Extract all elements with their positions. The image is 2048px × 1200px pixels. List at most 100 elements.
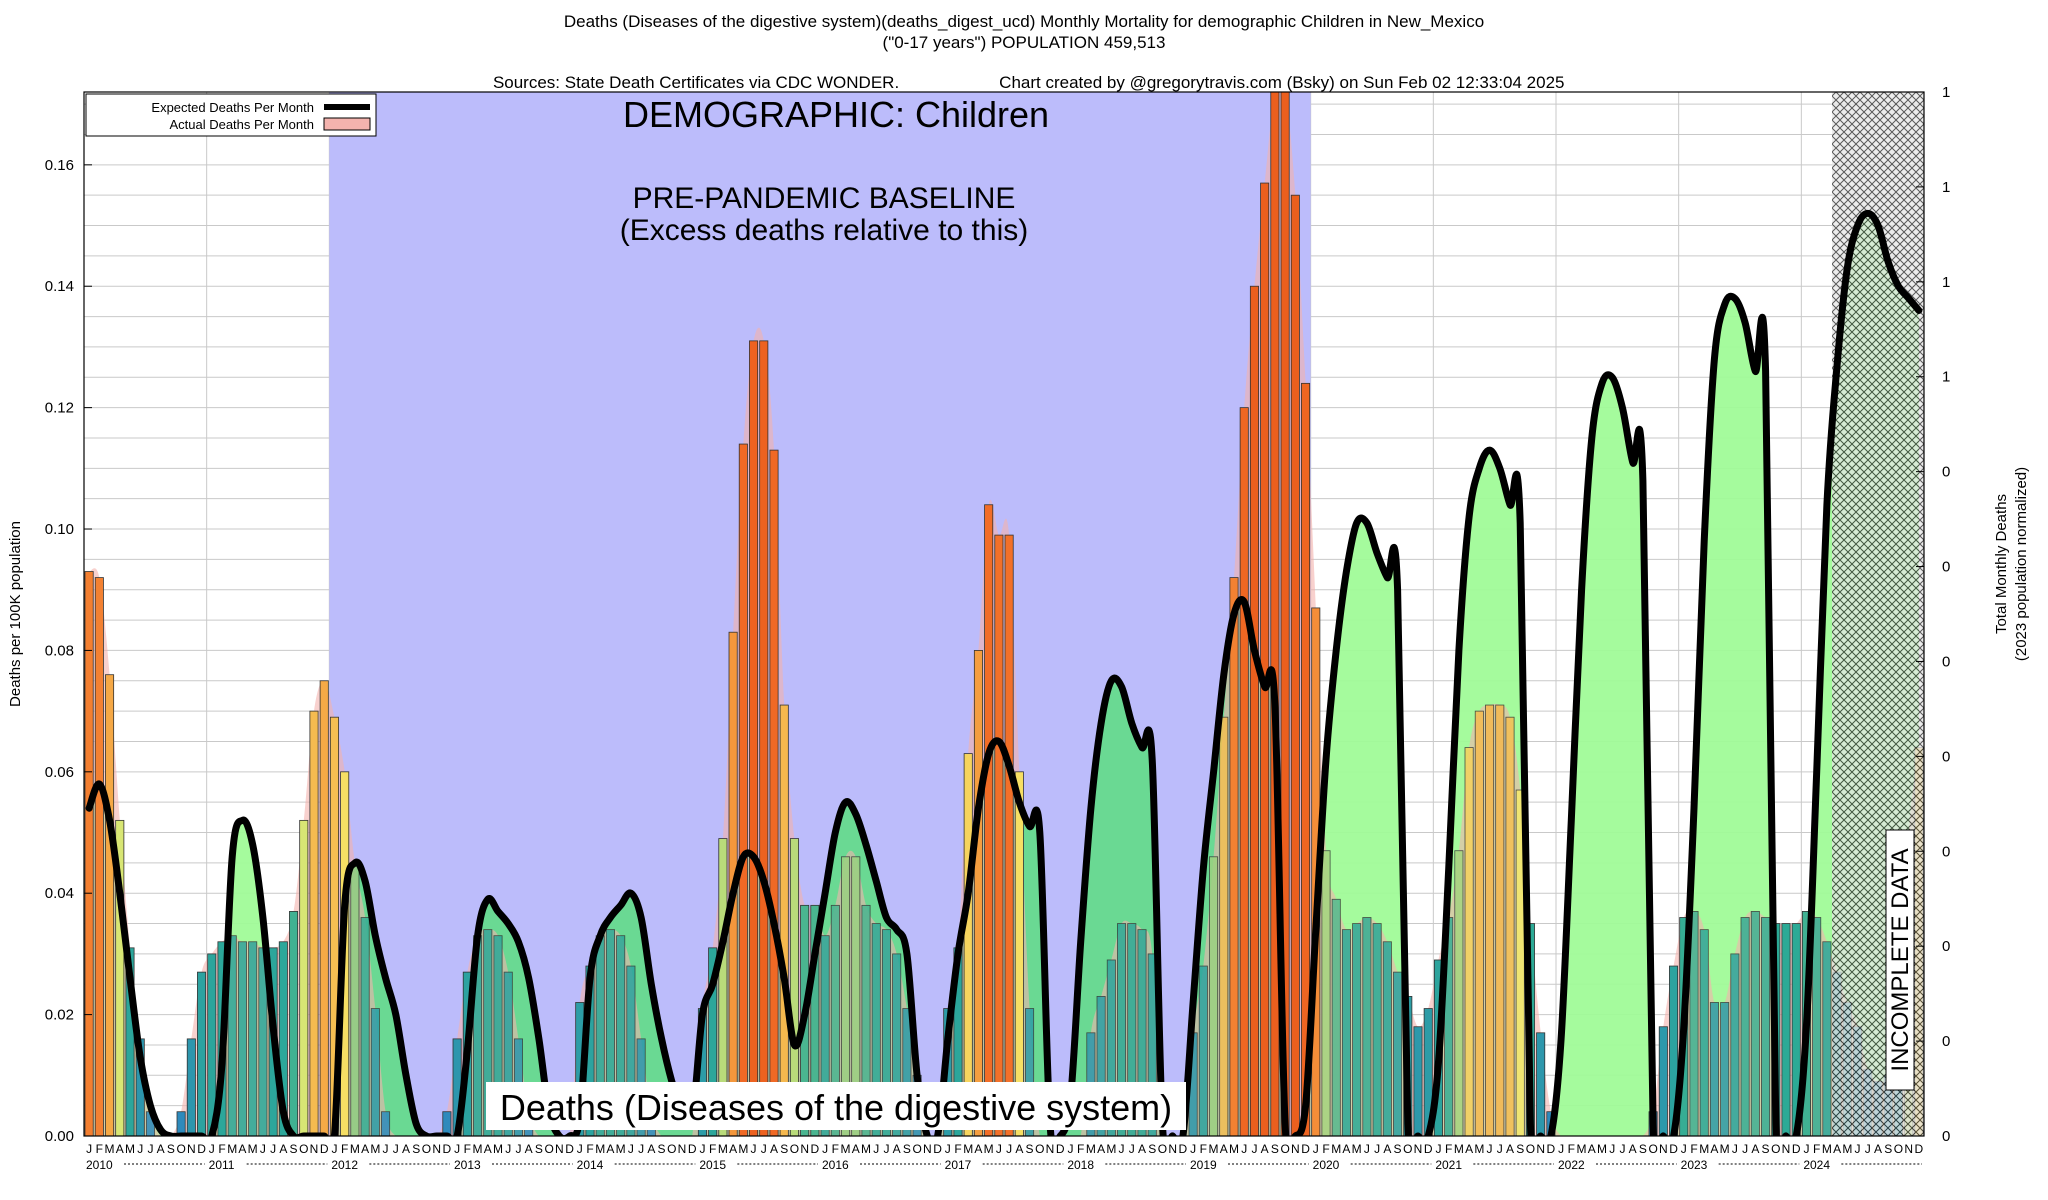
x-month-label: O: [544, 1142, 553, 1156]
actual-bar: [299, 819, 309, 1136]
x-month-label: J: [1497, 1142, 1503, 1156]
actual-bar: [289, 911, 299, 1136]
x-month-label: M: [1577, 1142, 1587, 1156]
actual-bar: [1495, 704, 1505, 1136]
y-tick-label: 0.10: [45, 521, 74, 538]
actual-bar: [1229, 577, 1239, 1136]
actual-bar: [493, 935, 503, 1136]
actual-bar: [1127, 923, 1137, 1136]
x-month-label: F: [218, 1142, 225, 1156]
x-month-label: J: [1609, 1142, 1615, 1156]
x-month-label: D: [1056, 1142, 1065, 1156]
x-month-label: A: [1220, 1142, 1228, 1156]
actual-bar: [381, 1111, 391, 1136]
actual-bar: [248, 941, 258, 1136]
x-month-label: F: [1813, 1142, 1820, 1156]
x-month-label: F: [1077, 1142, 1084, 1156]
actual-bar: [1812, 917, 1822, 1136]
demographic-label: DEMOGRAPHIC: Children: [623, 94, 1049, 135]
x-month-label: J: [1732, 1142, 1738, 1156]
x-month-label: D: [197, 1142, 206, 1156]
baseline-label-line2: (Excess deaths relative to this): [620, 214, 1029, 247]
actual-bar: [1025, 1008, 1035, 1136]
x-month-label: J: [945, 1142, 951, 1156]
actual-bar: [1249, 285, 1259, 1136]
x-month-label: J: [1129, 1142, 1135, 1156]
actual-bar: [1720, 1002, 1730, 1136]
x-month-label: A: [1506, 1142, 1514, 1156]
x-month-label: S: [658, 1142, 666, 1156]
x-month-label: A: [279, 1142, 287, 1156]
actual-bar: [1331, 898, 1341, 1136]
x-month-label: F: [464, 1142, 471, 1156]
y-tick-label: 0.08: [45, 642, 74, 659]
x-month-label: J: [699, 1142, 705, 1156]
actual-bar: [963, 753, 973, 1136]
x-month-label: N: [923, 1142, 932, 1156]
x-month-label: N: [1168, 1142, 1177, 1156]
y-axis-label: Deaths per 100K population: [7, 521, 24, 707]
actual-bar: [1341, 929, 1351, 1136]
x-month-label: S: [1148, 1142, 1156, 1156]
x-month-label: J: [822, 1142, 828, 1156]
x-month-label: J: [1067, 1142, 1073, 1156]
x-month-label: J: [1855, 1142, 1861, 1156]
x-month-label: J: [1681, 1142, 1687, 1156]
actual-bar: [1004, 534, 1014, 1136]
credit-text: Chart created by @gregorytravis.com (Bsk…: [999, 73, 1565, 92]
actual-bar: [616, 935, 626, 1136]
x-month-label: M: [1474, 1142, 1484, 1156]
x-month-label: J: [1619, 1142, 1625, 1156]
x-month-label: M: [105, 1142, 115, 1156]
x-month-label: D: [1669, 1142, 1678, 1156]
x-month-label: J: [260, 1142, 266, 1156]
x-month-label: M: [1209, 1142, 1219, 1156]
x-month-label: D: [1915, 1142, 1924, 1156]
x-month-label: O: [299, 1142, 308, 1156]
actual-bar: [1280, 92, 1290, 1136]
actual-bar: [1485, 704, 1495, 1136]
x-month-label: A: [1710, 1142, 1718, 1156]
x-month-label: M: [370, 1142, 380, 1156]
x-month-label: A: [1751, 1142, 1759, 1156]
x-month-label: J: [628, 1142, 634, 1156]
x-month-label: M: [1597, 1142, 1607, 1156]
x-year-label: 2012: [331, 1158, 358, 1172]
x-month-label: A: [1342, 1142, 1350, 1156]
actual-bar: [841, 856, 851, 1136]
actual-bar: [1372, 923, 1382, 1136]
actual-bar: [1536, 1032, 1546, 1136]
actual-bar: [1106, 959, 1116, 1136]
actual-bar: [759, 340, 769, 1136]
actual-bar: [718, 838, 728, 1136]
cause-label-box: [486, 1082, 1186, 1130]
actual-bar: [1270, 92, 1280, 1136]
x-month-label: J: [1313, 1142, 1319, 1156]
x-month-label: J: [454, 1142, 460, 1156]
x-month-label: S: [1884, 1142, 1892, 1156]
x-month-label: D: [933, 1142, 942, 1156]
x-month-label: M: [248, 1142, 258, 1156]
sources-text: Sources: State Death Certificates via CD…: [492, 73, 900, 92]
x-month-label: J: [383, 1142, 389, 1156]
actual-bar: [1750, 911, 1760, 1136]
incomplete-data-label: INCOMPLETE DATA: [1887, 848, 1914, 1071]
x-month-label: J: [209, 1142, 215, 1156]
actual-bar: [738, 443, 748, 1136]
actual-bar: [789, 838, 799, 1136]
x-month-label: A: [1383, 1142, 1391, 1156]
x-month-label: M: [1842, 1142, 1852, 1156]
actual-bar: [1290, 194, 1300, 1136]
actual-bar: [1239, 407, 1249, 1136]
x-month-label: M: [1699, 1142, 1709, 1156]
actual-bar: [329, 716, 339, 1136]
actual-bar: [1740, 917, 1750, 1136]
x-month-label: F: [96, 1142, 103, 1156]
cause-label: Deaths (Diseases of the digestive system…: [500, 1087, 1172, 1128]
x-month-label: M: [1106, 1142, 1116, 1156]
actual-bar: [278, 941, 288, 1136]
x-year-label: 2015: [699, 1158, 726, 1172]
actual-bar: [1413, 1026, 1423, 1136]
x-month-label: S: [1762, 1142, 1770, 1156]
x-month-label: A: [852, 1142, 860, 1156]
